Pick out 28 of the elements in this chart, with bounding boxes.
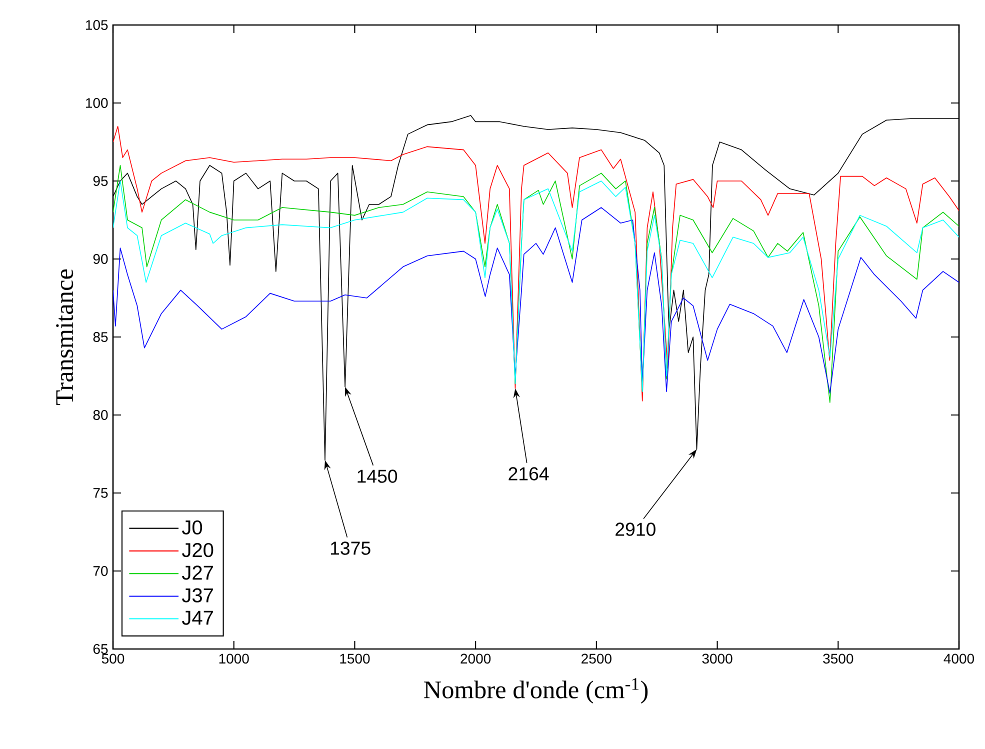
legend-label: J27 <box>182 566 213 580</box>
x-tick-label: 2500 <box>582 654 612 664</box>
y-tick-label: 100 <box>86 98 108 108</box>
y-tick-label: 85 <box>93 332 108 342</box>
annotation: 2164 <box>508 467 549 480</box>
x-tick-label: 1500 <box>340 654 370 664</box>
y-tick-label: 70 <box>93 566 108 576</box>
y-tick-label: 105 <box>86 20 108 30</box>
x-tick-label: 3000 <box>702 654 732 664</box>
y-tick-label: 90 <box>93 254 108 264</box>
legend-label: J0 <box>182 520 202 535</box>
legend-label: J47 <box>182 610 213 625</box>
annotation: 2910 <box>616 522 656 536</box>
y-tick-label: 75 <box>93 488 108 498</box>
y-axis-title: Transmitance <box>56 269 74 406</box>
annotation: 1375 <box>330 542 370 555</box>
annotation: 1450 <box>358 470 398 483</box>
x-axis-title: Nombre d'onde (cm$^{-1}$) <box>424 678 648 704</box>
y-tick-label: 80 <box>93 410 108 420</box>
x-tick-label: 500 <box>102 654 124 664</box>
x-tick-label: 1000 <box>219 654 249 664</box>
x-tick-label: 4000 <box>944 654 974 664</box>
y-tick-label: 65 <box>93 644 108 654</box>
x-tick-label: 2000 <box>460 654 491 664</box>
x-tick-label: 3500 <box>823 654 854 664</box>
y-tick-label: 95 <box>93 176 108 186</box>
legend-label: J20 <box>182 542 214 558</box>
legend-label: J37 <box>182 588 213 602</box>
